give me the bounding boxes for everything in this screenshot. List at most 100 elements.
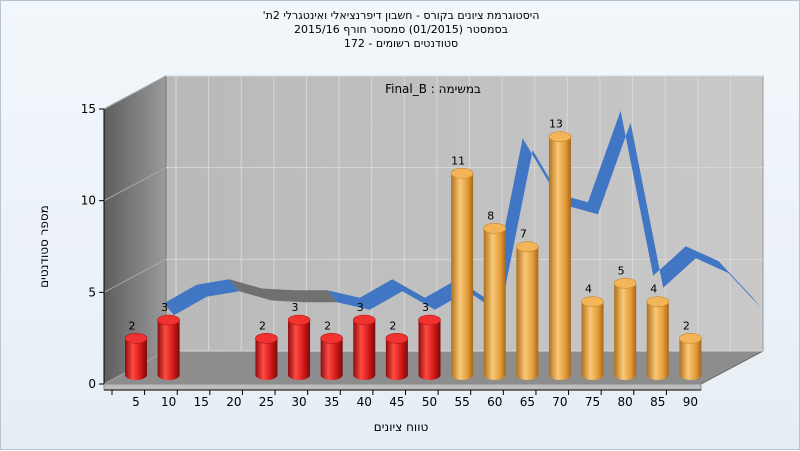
bar-top (613, 278, 637, 289)
curve-segment (327, 110, 761, 314)
bar-value-label: 2 (389, 319, 396, 332)
bar-body (646, 301, 669, 380)
bar-value-label: 3 (292, 301, 299, 314)
curve-segment (164, 279, 240, 316)
bar (287, 314, 311, 380)
x-tick-label: 65 (520, 395, 535, 409)
bar-body (548, 136, 571, 380)
chart-title-line-3: סטודנטים רשומים - 172 (343, 37, 459, 50)
bar-body (125, 338, 147, 380)
x-tick-label: 10 (161, 395, 176, 409)
bar-value-label: 2 (324, 319, 331, 332)
x-tick-label: 70 (552, 395, 567, 409)
bar-top (352, 314, 376, 326)
bar-value-label: 8 (487, 209, 494, 222)
grid-line-wall (103, 258, 167, 293)
bar-value-label: 7 (520, 228, 527, 241)
grid-line-wall (103, 167, 167, 202)
bar-value-label: 5 (618, 264, 625, 277)
bar-body (320, 338, 343, 380)
y-tick-label: 0 (88, 377, 96, 391)
bar (646, 296, 670, 380)
bar-top (418, 314, 441, 326)
y-axis-title: מספר סטודנטים (37, 205, 51, 288)
bar (483, 223, 507, 380)
x-tick-label: 75 (585, 395, 600, 409)
bar-top (287, 314, 311, 326)
bar-body (157, 320, 180, 380)
y-tick-label: 15 (81, 102, 96, 116)
bar (157, 314, 180, 380)
x-tick-label: 50 (422, 395, 437, 409)
bar (255, 333, 278, 380)
x-tick-label: 15 (194, 395, 209, 409)
bar-value-label: 2 (683, 319, 690, 332)
chart-annotation: במשימה : Final_B (385, 82, 481, 96)
x-axis-title: טווח ציונים (374, 420, 429, 434)
bar (516, 241, 539, 380)
x-tick-label: 5 (132, 395, 140, 409)
grid-line-wall (103, 75, 167, 110)
bar-value-label: 13 (549, 118, 563, 131)
bar (581, 296, 604, 380)
bar-body (483, 228, 506, 380)
chart-title-line-1: היסטוגרמת ציונים בקורס - חשבון דיפרנציאל… (262, 9, 540, 22)
bar-top (483, 223, 507, 234)
bar (124, 333, 148, 380)
bar-body (353, 320, 376, 380)
bar (418, 314, 441, 380)
bar-top (679, 333, 702, 344)
bar-body (418, 320, 441, 380)
x-tick-label: 25 (259, 395, 274, 409)
bar-top (516, 241, 539, 252)
bar (385, 333, 409, 380)
bar-body (385, 338, 408, 380)
bar-top (385, 333, 409, 344)
bar-value-label: 4 (650, 283, 657, 296)
y-tick-label: 5 (88, 285, 96, 299)
bar (352, 314, 376, 380)
x-tick-label: 45 (389, 395, 404, 409)
bar-top (450, 168, 474, 179)
bar (613, 278, 637, 380)
x-tick-label: 30 (291, 395, 306, 409)
bar-value-label: 11 (451, 154, 465, 167)
x-tick-label: 55 (454, 395, 469, 409)
x-tick-label: 35 (324, 395, 339, 409)
bar (679, 333, 702, 380)
y-tick-label: 10 (81, 194, 96, 208)
bar-body (679, 338, 702, 380)
chart-title-line-2: בסמסטר (01/2015) סמסטר חורף 2015/16 (294, 23, 508, 36)
bar-body (451, 173, 474, 380)
bar (548, 131, 572, 380)
bar-body (614, 283, 637, 380)
bar-value-label: 4 (585, 283, 592, 296)
bar-top (320, 333, 343, 344)
x-tick-label: 60 (487, 395, 502, 409)
bar-body (288, 320, 311, 380)
x-tick-label: 80 (618, 395, 633, 409)
x-tick-label: 85 (650, 395, 665, 409)
x-tick-label: 40 (357, 395, 372, 409)
bar-value-label: 2 (129, 319, 136, 332)
bar-top (255, 333, 278, 344)
bar-body (516, 246, 539, 380)
bar-top (646, 296, 670, 307)
bar-top (124, 333, 148, 344)
bar-body (255, 338, 278, 380)
bar-top (548, 131, 572, 142)
x-tick-label: 90 (683, 395, 698, 409)
bar-value-label: 3 (422, 301, 429, 314)
bar-value-label: 3 (161, 301, 168, 314)
curve-segment (229, 279, 338, 303)
bar-value-label: 3 (357, 301, 364, 314)
bar-body (581, 301, 604, 380)
chart-floor-edge (103, 383, 702, 391)
bar-top (157, 314, 180, 326)
x-tick-label: 20 (226, 395, 241, 409)
bar-value-label: 2 (259, 319, 266, 332)
bar-top (581, 296, 604, 307)
bar (450, 168, 474, 380)
